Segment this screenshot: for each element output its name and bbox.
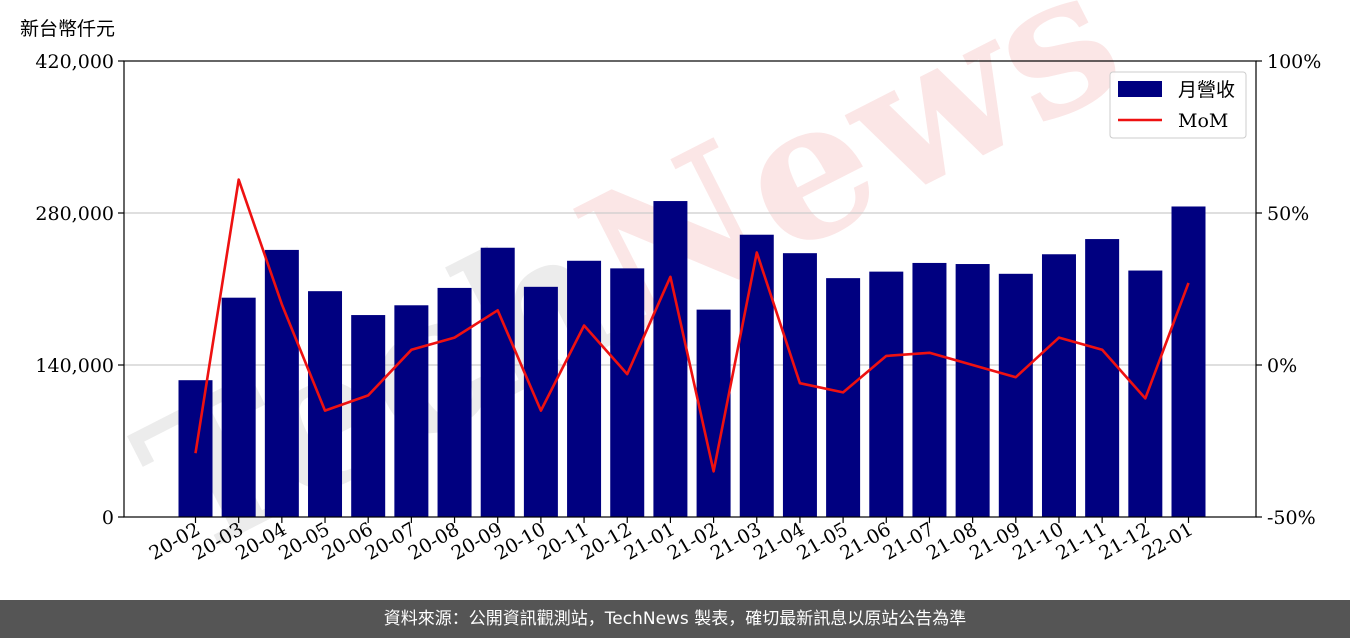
bar-21-11 bbox=[1085, 239, 1120, 518]
bar-21-10 bbox=[1041, 254, 1076, 517]
bar-21-07 bbox=[912, 262, 947, 517]
bar-20-12 bbox=[610, 268, 645, 517]
bar-20-07 bbox=[394, 305, 429, 517]
legend-label-revenue: 月營收 bbox=[1178, 79, 1235, 101]
left-tick-label: 420,000 bbox=[35, 51, 114, 73]
bar-22-01 bbox=[1171, 206, 1206, 517]
source-footer: 資料來源：公開資訊觀測站，TechNews 製表，確切最新訊息以原站公告為準 bbox=[0, 600, 1350, 638]
right-tick-label: 100% bbox=[1267, 51, 1321, 73]
bar-20-11 bbox=[567, 260, 602, 517]
bar-20-05 bbox=[308, 291, 343, 517]
bar-21-01 bbox=[653, 201, 688, 518]
bar-21-06 bbox=[869, 271, 904, 517]
legend: 月營收 MoM bbox=[1109, 71, 1247, 139]
right-tick-label: 50% bbox=[1267, 203, 1309, 225]
bar-20-04 bbox=[264, 249, 299, 517]
right-tick-label: -50% bbox=[1267, 507, 1316, 529]
left-tick-label: 280,000 bbox=[35, 203, 114, 225]
y-unit-label: 新台幣仟元 bbox=[20, 18, 116, 40]
bar-21-03 bbox=[739, 234, 774, 517]
legend-label-mom: MoM bbox=[1178, 110, 1228, 132]
line-series bbox=[194, 178, 1190, 473]
left-tick-label: 0 bbox=[102, 507, 114, 529]
plot-frame bbox=[123, 60, 1257, 518]
x-tick-label: 22-01 bbox=[1139, 518, 1197, 564]
left-axis: 0 140,000 280,000 420,000 bbox=[35, 51, 124, 529]
bar-20-03 bbox=[221, 297, 256, 517]
right-tick-label: 0% bbox=[1267, 355, 1297, 377]
legend-swatch-bar bbox=[1118, 81, 1162, 97]
right-axis: -50% 0% 50% 100% bbox=[1256, 51, 1321, 529]
bar-21-08 bbox=[955, 264, 990, 517]
bar-21-12 bbox=[1128, 270, 1163, 517]
mom-line bbox=[194, 178, 1190, 473]
bar-20-10 bbox=[523, 286, 558, 517]
bar-20-06 bbox=[351, 315, 386, 517]
left-tick-label: 140,000 bbox=[35, 355, 114, 377]
bar-20-08 bbox=[437, 287, 472, 517]
bar-21-09 bbox=[998, 273, 1033, 517]
bar-21-05 bbox=[826, 278, 861, 517]
bar-20-09 bbox=[480, 247, 515, 517]
